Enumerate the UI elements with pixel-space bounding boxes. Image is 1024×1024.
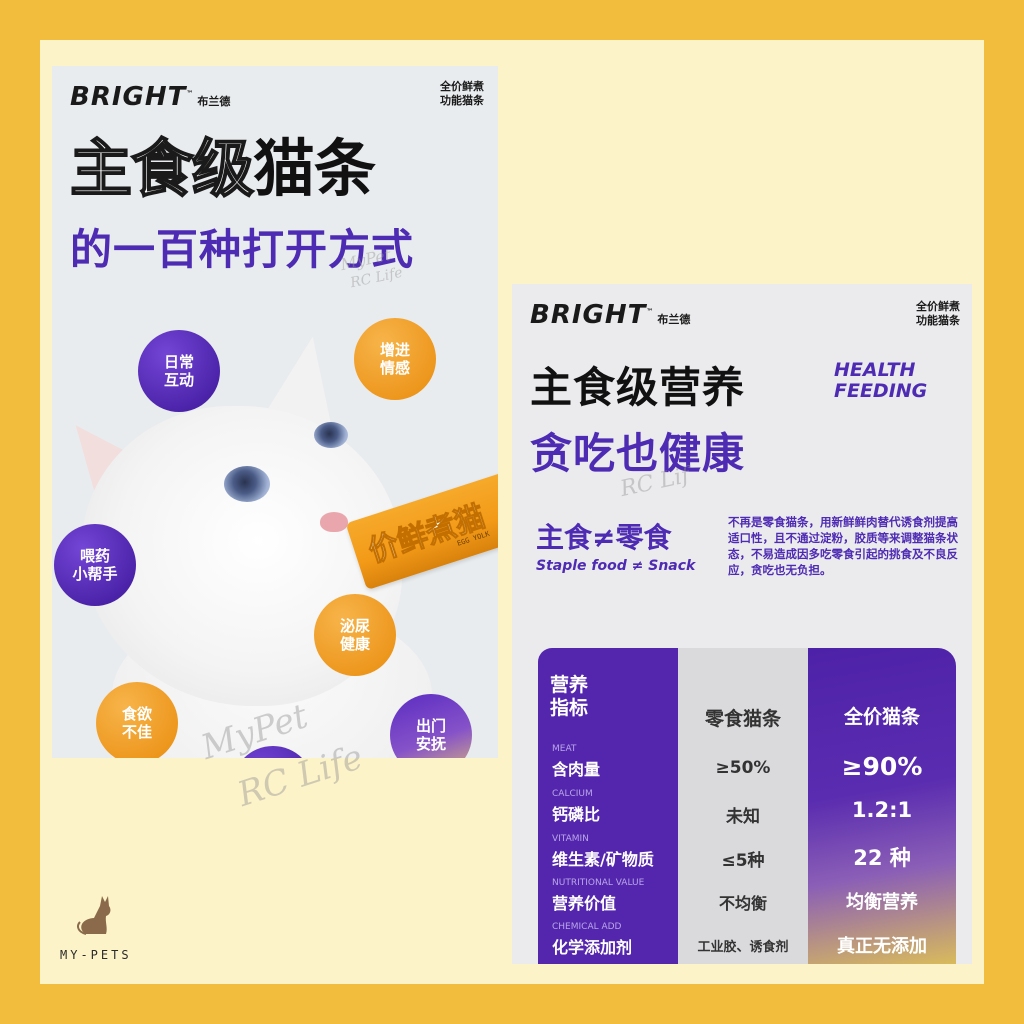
- row-meat-full: ≥90%: [841, 752, 923, 781]
- row-nutrition-cn: 营养价值: [552, 894, 617, 913]
- brand-name-cn: 布兰德: [657, 313, 691, 326]
- bubble-text: 食欲: [121, 705, 152, 723]
- cat-eye-left: [224, 466, 270, 502]
- title-en-line2: FEEDING: [834, 379, 928, 402]
- row-calcium-full: 1.2:1: [851, 798, 913, 822]
- product-tag: 全价鲜煮 功能猫条: [916, 300, 960, 328]
- row-meat-cn: 含肉量: [552, 760, 601, 779]
- row-chemical-en: CHEMICAL ADD: [552, 922, 622, 932]
- row-calcium-snack: 未知: [726, 807, 760, 827]
- bubble-text: 互动: [163, 371, 194, 389]
- header-indicator-line2: 指标: [550, 696, 589, 719]
- footer-logo-text: MY-PETS: [60, 948, 132, 962]
- header-indicator-line1: 营养: [550, 674, 589, 696]
- bubble-text: 泌尿: [339, 617, 370, 635]
- row-calcium-cn: 钙磷比: [552, 805, 601, 824]
- brand-tm: ™: [186, 89, 195, 98]
- brand-name: BRIGHT: [70, 82, 187, 112]
- row-vitamin-cn: 维生素/矿物质: [552, 850, 654, 869]
- row-nutrition-full: 均衡营养: [846, 892, 918, 913]
- headline-solid: 猫条: [253, 132, 376, 205]
- row-vitamin-en: VITAMIN: [552, 834, 589, 844]
- comparison-table: 营养 指标 零食猫条 全价猫条 MEAT 含肉量 ≥50% ≥90% CALCI…: [538, 648, 956, 964]
- bubble-text: 增进: [379, 341, 410, 359]
- subheadline: 的一百种打开方式: [70, 225, 415, 274]
- staple-vs-snack: 主食≠零食 Staple food ≠ Snack: [536, 516, 695, 574]
- row-meat-snack: ≥50%: [715, 758, 771, 778]
- cat-nose: [320, 512, 348, 532]
- row-meat-en: MEAT: [552, 744, 577, 754]
- staple-en: Staple food ≠ Snack: [536, 558, 696, 574]
- brand-logo: BRIGHT™布兰德: [70, 82, 230, 112]
- bubble-text: 出门: [415, 717, 446, 735]
- cat-eye-right: [314, 422, 348, 448]
- product-tag-line2: 功能猫条: [440, 93, 484, 107]
- title-en: HEALTH FEEDING: [834, 360, 927, 402]
- title-cn: 主食级营养: [530, 363, 746, 412]
- header-indicator: 营养 指标: [550, 674, 588, 720]
- row-chemical-snack: 工业胶、诱食剂: [697, 940, 789, 955]
- row-chemical-cn: 化学添加剂: [552, 938, 633, 957]
- description: 不再是零食猫条，用新鲜鲜肉替代诱食剂提高适口性，且不通过淀粉，胶质等来调整猫条状…: [728, 515, 958, 578]
- bubble-text: 喂药: [79, 547, 110, 565]
- bubble-text: 情感: [379, 359, 410, 377]
- brand-logo: BRIGHT™布兰德: [530, 300, 690, 330]
- bubble-text: 健康: [339, 635, 370, 653]
- bubble-urinary-health: 泌尿 健康: [314, 594, 396, 676]
- row-vitamin-snack: ≤5种: [721, 851, 765, 871]
- brand-tm: ™: [646, 307, 655, 316]
- row-chemical-full: 真正无添加: [837, 936, 927, 957]
- product-tag: 全价鲜煮 功能猫条: [440, 80, 484, 108]
- row-calcium-en: CALCIUM: [552, 789, 593, 799]
- bubble-text: 小帮手: [72, 565, 118, 583]
- title-en-line1: HEALTH: [834, 359, 916, 381]
- header-full-price: 全价猫条: [843, 706, 920, 728]
- right-poster: BRIGHT™布兰德 全价鲜煮 功能猫条 主食级营养 HEALTH FEEDIN…: [512, 284, 972, 964]
- bubble-outing-comfort: 出门 安抚: [390, 694, 472, 758]
- bubble-text: 安抚: [415, 735, 446, 753]
- staple-cn: 主食≠零食: [536, 521, 672, 554]
- bubble-emotion: 增进 情感: [354, 318, 436, 400]
- product-tag-line2: 功能猫条: [916, 313, 960, 327]
- column-indicator: [538, 648, 678, 964]
- bubble-text: 日常: [163, 353, 194, 371]
- headline: 主食级猫条: [69, 118, 376, 208]
- headline-outline: 主食级: [69, 131, 255, 206]
- bubble-medicine-helper: 喂药 小帮手: [54, 524, 136, 606]
- bubble-daily-interaction: 日常 互动: [138, 330, 220, 412]
- left-poster: BRIGHT™布兰德 全价鲜煮 功能猫条 主食级猫条 的一百种打开方式 价鲜煮猫…: [52, 66, 498, 758]
- column-full-price: [808, 648, 956, 964]
- subtitle-cn: 贪吃也健康: [530, 429, 746, 478]
- row-nutrition-en: NUTRITIONAL VALUE: [552, 878, 645, 888]
- row-nutrition-snack: 不均衡: [718, 894, 767, 913]
- product-tag-line1: 全价鲜煮: [440, 80, 484, 93]
- bubble-text: 不佳: [121, 723, 152, 741]
- header-snack: 零食猫条: [704, 708, 781, 730]
- bubble-poor-appetite: 食欲 不佳: [96, 682, 178, 758]
- column-snack: [678, 648, 808, 964]
- brand-name: BRIGHT: [530, 300, 647, 330]
- product-tag-line1: 全价鲜煮: [916, 300, 960, 313]
- brand-name-cn: 布兰德: [197, 95, 231, 108]
- row-vitamin-full: 22 种: [853, 846, 911, 870]
- cat-silhouette-icon: [77, 896, 111, 935]
